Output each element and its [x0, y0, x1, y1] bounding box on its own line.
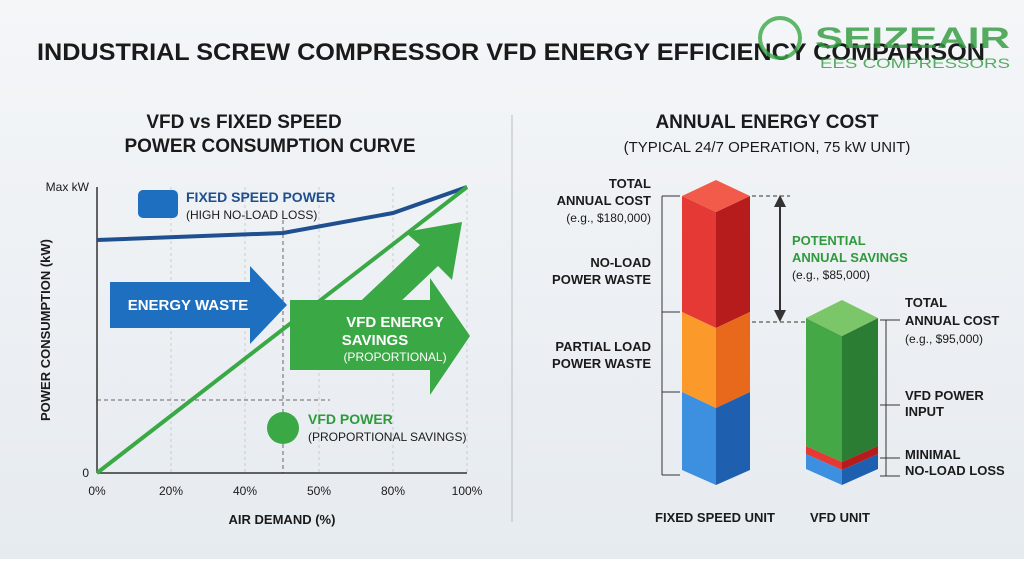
label: NO-LOAD [590, 255, 651, 270]
waste-arrow [110, 266, 287, 344]
vfd-label: VFD POWER [308, 411, 393, 427]
label: TOTAL [609, 176, 651, 191]
logo-tagline: EES COMPRESSORS [820, 55, 1010, 71]
y-tick-label: Max kW [46, 180, 90, 194]
label: PARTIAL LOAD [555, 339, 651, 354]
brackets [661, 195, 900, 477]
label: ANNUAL COST [905, 313, 999, 328]
fixed-line [96, 185, 468, 242]
right-title: ANNUAL ENERGY COST [655, 112, 878, 133]
plug-icon [267, 412, 299, 444]
unit-label: FIXED SPEED UNIT [655, 510, 775, 525]
label: (e.g., $85,000) [792, 268, 870, 282]
vfd-sub: (PROPORTIONAL SAVINGS) [308, 430, 466, 444]
label: POWER WASTE [552, 272, 651, 287]
label: TOTAL [905, 295, 947, 310]
compressor-icon [138, 190, 178, 218]
label: NO-LOAD LOSS [905, 463, 1005, 478]
fixed-sub: (HIGH NO-LOAD LOSS) [186, 208, 317, 222]
label: ANNUAL SAVINGS [792, 250, 908, 265]
title: INDUSTRIAL SCREW COMPRESSOR VFD ENERGY E… [37, 39, 985, 66]
left-title: POWER CONSUMPTION CURVE [124, 136, 415, 157]
waste-label: ENERGY WASTE [128, 297, 249, 314]
fixed-bar [682, 180, 750, 485]
vfd-line [95, 185, 469, 475]
x-tick-label: 40% [233, 484, 257, 498]
arrow-head [774, 310, 786, 322]
label: ANNUAL COST [557, 193, 651, 208]
label: POTENTIAL [792, 233, 866, 248]
x-axis-label: AIR DEMAND (%) [229, 512, 336, 527]
label: (e.g., $95,000) [905, 332, 983, 346]
label: INPUT [905, 404, 944, 419]
label: POWER WASTE [552, 356, 651, 371]
arrow-head [774, 195, 786, 207]
savings-label: (PROPORTIONAL) [343, 350, 446, 364]
x-tick-label: 100% [452, 484, 483, 498]
savings-label: SAVINGS [342, 332, 408, 349]
x-tick-label: 0% [88, 484, 106, 498]
label: MINIMAL [905, 447, 961, 462]
x-tick-label: 20% [159, 484, 183, 498]
logo-name: SEIZEAIR [815, 22, 1010, 55]
right-subtitle: (TYPICAL 24/7 OPERATION, 75 kW UNIT) [624, 139, 911, 156]
x-tick-label: 80% [381, 484, 405, 498]
savings-label: VFD ENERGY [346, 314, 444, 331]
savings-arrow [290, 278, 470, 395]
y-tick-label: 0 [82, 466, 89, 480]
x-tick-label: 50% [307, 484, 331, 498]
logo-icon [758, 16, 802, 60]
label: VFD POWER [905, 388, 984, 403]
label: (e.g., $180,000) [566, 211, 651, 225]
y-axis-label: POWER CONSUMPTION (kW) [38, 239, 53, 421]
fixed-label: FIXED SPEED POWER [186, 189, 335, 205]
vfd-bar [806, 300, 878, 485]
unit-label: VFD UNIT [810, 510, 870, 525]
left-title: VFD vs FIXED SPEED [146, 112, 341, 133]
